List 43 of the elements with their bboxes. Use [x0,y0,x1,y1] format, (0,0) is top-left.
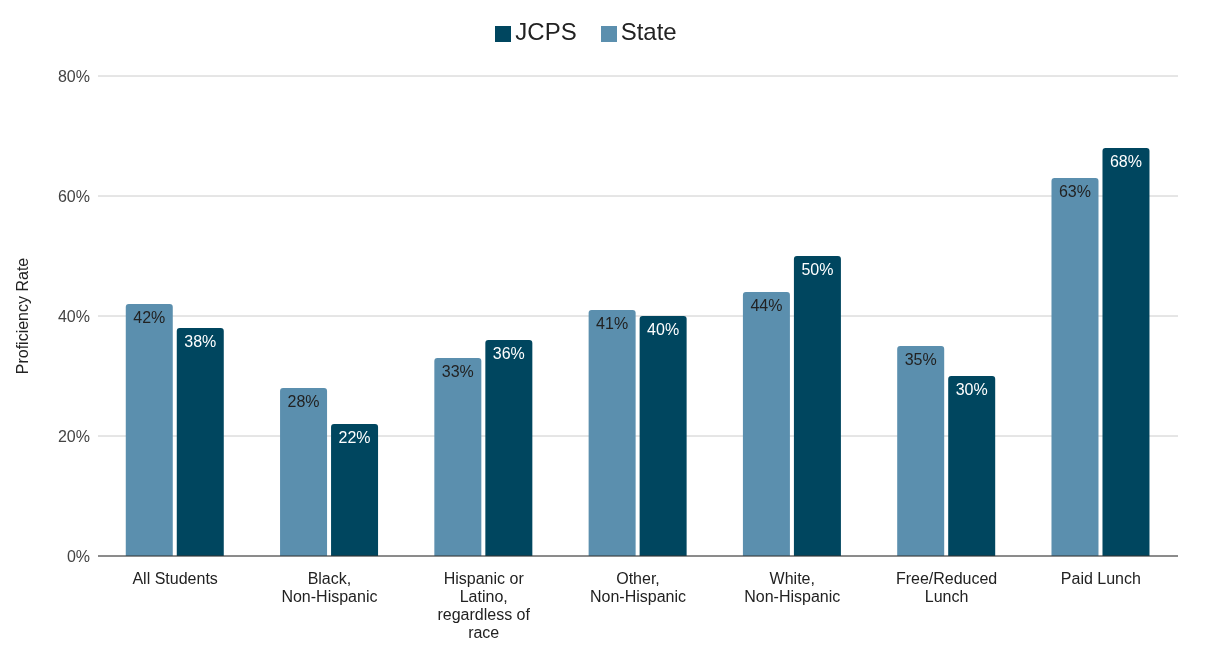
bar [1102,148,1150,556]
legend-label: JCPS [515,18,577,45]
bar [588,310,636,556]
data-label: 38% [184,333,217,351]
bar [280,388,328,556]
data-label: 68% [1109,153,1142,171]
data-label: 28% [287,393,320,411]
x-tick-label: Other, Non-Hispanic [589,570,687,605]
bar [331,424,379,556]
bar [793,256,841,556]
data-label: 40% [647,321,680,339]
bar [639,316,687,556]
y-tick-label: 80% [57,67,90,85]
x-tick-label: Black, Non-Hispanic [281,570,378,605]
bar [434,358,482,556]
y-tick-label: 60% [57,187,90,205]
data-label: 36% [492,345,525,363]
bar [742,292,790,556]
data-label: 22% [338,429,371,447]
data-label: 33% [441,363,474,381]
x-tick-label: Hispanic or Latino, regardless of race [437,570,531,641]
x-tick-label: White, Non-Hispanic [744,570,841,605]
data-label: 42% [133,309,166,327]
x-tick-label: All Students [132,570,218,587]
bar [176,328,224,556]
bar [485,340,533,556]
y-tick-label: 0% [66,547,90,565]
data-label: 30% [955,381,988,399]
bar [897,346,945,556]
bar [948,376,996,556]
y-tick-label: 40% [57,307,90,325]
data-label: 44% [750,297,783,315]
x-tick-label: Paid Lunch [1060,570,1141,587]
bar [1051,178,1099,556]
data-label: 50% [801,261,834,279]
y-axis-title: Proficiency Rate [13,257,31,375]
y-tick-label: 20% [57,427,90,445]
data-label: 41% [596,315,629,333]
data-label: 63% [1058,183,1091,201]
legend-label: State [620,18,677,45]
data-label: 35% [904,351,937,369]
x-tick-label: Free/Reduced Lunch [895,570,998,605]
bar [125,304,173,556]
